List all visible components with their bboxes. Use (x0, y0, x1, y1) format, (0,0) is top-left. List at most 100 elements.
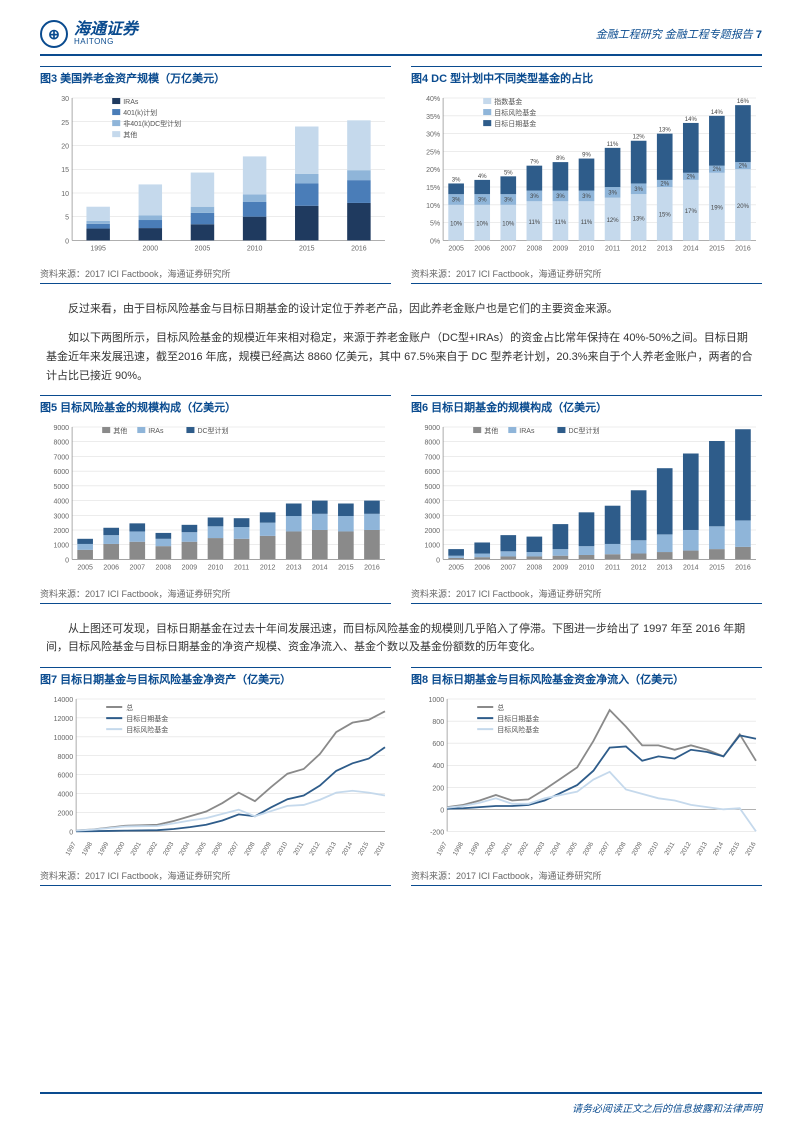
svg-text:11%: 11% (581, 220, 593, 226)
svg-text:1998: 1998 (81, 841, 94, 857)
svg-text:14%: 14% (685, 117, 698, 123)
svg-text:4000: 4000 (54, 499, 70, 506)
svg-text:2005: 2005 (195, 245, 211, 252)
svg-text:40%: 40% (426, 96, 440, 103)
svg-text:0%: 0% (430, 238, 440, 245)
svg-text:3%: 3% (452, 197, 461, 203)
svg-text:2000: 2000 (113, 841, 126, 857)
svg-text:1000: 1000 (54, 543, 70, 550)
svg-text:13%: 13% (659, 128, 672, 134)
paragraph-3: 从上图还可发现，目标日期基金在过去十年间发展迅速，而目标风险基金的规模则几乎陷入… (40, 620, 762, 657)
svg-text:2008: 2008 (243, 841, 256, 857)
header-right: 金融工程研究 金融工程专题报告 7 (596, 26, 762, 42)
svg-text:2009: 2009 (553, 565, 569, 572)
svg-text:7%: 7% (530, 160, 539, 166)
svg-text:3%: 3% (530, 194, 539, 200)
fig5-title: 图5 目标风险基金的规模构成（亿美元） (40, 395, 391, 415)
svg-text:2011: 2011 (605, 565, 620, 572)
svg-text:0: 0 (436, 558, 440, 565)
svg-text:2011: 2011 (292, 841, 305, 857)
svg-text:目标日期基金: 目标日期基金 (126, 714, 168, 723)
svg-text:2011: 2011 (663, 841, 676, 857)
svg-text:9000: 9000 (425, 425, 441, 432)
svg-text:2006: 2006 (474, 245, 490, 252)
svg-text:2007: 2007 (598, 841, 611, 857)
svg-text:8000: 8000 (54, 440, 70, 447)
fig5-chart: 0100020003000400050006000700080009000200… (40, 419, 391, 579)
svg-text:8%: 8% (556, 156, 565, 162)
svg-text:2012: 2012 (631, 245, 647, 252)
svg-text:800: 800 (432, 719, 444, 726)
svg-text:15%: 15% (426, 185, 440, 192)
fig8-source: 资料来源：2017 ICI Factbook，海通证券研究所 (411, 867, 762, 886)
svg-text:2007: 2007 (129, 565, 145, 572)
svg-text:7000: 7000 (425, 455, 441, 462)
paragraph-2: 如以下两图所示，目标风险基金的规模近年来相对稳定，来源于养老金账户（DC型+IR… (40, 329, 762, 385)
svg-text:0: 0 (65, 558, 69, 565)
svg-text:2011: 2011 (234, 565, 249, 572)
svg-text:其他: 其他 (113, 426, 127, 435)
paragraph-1: 反过来看，由于目标风险基金与目标日期基金的设计定位于养老产品，因此养老金账户也是… (40, 300, 762, 319)
svg-text:2014: 2014 (312, 565, 328, 572)
svg-text:6000: 6000 (58, 773, 74, 780)
svg-text:2005: 2005 (195, 841, 208, 857)
svg-text:2005: 2005 (77, 565, 93, 572)
svg-text:2003: 2003 (533, 841, 546, 857)
svg-text:10%: 10% (476, 222, 489, 228)
svg-text:目标日期基金: 目标日期基金 (497, 714, 539, 723)
svg-text:2006: 2006 (582, 841, 595, 857)
svg-text:17%: 17% (685, 209, 698, 215)
svg-text:15%: 15% (659, 213, 672, 219)
svg-text:25%: 25% (426, 149, 440, 156)
fig8-chart: -200020040060080010001997199819992000200… (411, 691, 762, 861)
svg-text:1997: 1997 (65, 841, 78, 857)
svg-text:2000: 2000 (143, 245, 159, 252)
svg-text:2016: 2016 (735, 565, 751, 572)
svg-text:15: 15 (61, 167, 69, 174)
svg-text:2013: 2013 (696, 841, 709, 857)
page-header: ⊕ 海通证券 HAITONG 金融工程研究 金融工程专题报告 7 (40, 20, 762, 56)
svg-text:2010: 2010 (276, 841, 289, 857)
svg-text:5000: 5000 (425, 484, 441, 491)
svg-text:1998: 1998 (452, 841, 465, 857)
svg-text:4000: 4000 (58, 792, 74, 799)
fig4-chart: 0%5%10%15%20%25%30%35%40%10%3%3%200510%3… (411, 90, 762, 260)
svg-text:IRAs: IRAs (519, 428, 535, 435)
svg-text:非401(k)DC型计划: 非401(k)DC型计划 (123, 119, 181, 128)
fig7-chart: 0200040006000800010000120001400019971998… (40, 691, 391, 861)
svg-text:2012: 2012 (308, 841, 321, 857)
svg-text:目标风险基金: 目标风险基金 (126, 725, 168, 734)
svg-text:IRAs: IRAs (148, 428, 164, 435)
svg-text:2009: 2009 (631, 841, 644, 857)
svg-text:14%: 14% (711, 110, 724, 116)
svg-text:4%: 4% (478, 174, 487, 180)
svg-text:8000: 8000 (425, 440, 441, 447)
svg-text:2010: 2010 (247, 245, 263, 252)
logo-icon: ⊕ (40, 20, 68, 48)
svg-text:3%: 3% (556, 194, 565, 200)
svg-text:2012: 2012 (260, 565, 276, 572)
fig6-source: 资料来源：2017 ICI Factbook，海通证券研究所 (411, 585, 762, 604)
svg-text:指数基金: 指数基金 (494, 97, 522, 106)
svg-text:2013: 2013 (657, 245, 673, 252)
svg-text:12%: 12% (633, 135, 646, 141)
svg-text:-200: -200 (430, 829, 444, 836)
svg-text:600: 600 (432, 741, 444, 748)
svg-text:2015: 2015 (299, 245, 315, 252)
fig6-title: 图6 目标日期基金的规模构成（亿美元） (411, 395, 762, 415)
svg-text:2010: 2010 (647, 841, 660, 857)
svg-text:2014: 2014 (683, 565, 699, 572)
svg-text:3%: 3% (504, 197, 513, 203)
svg-text:6000: 6000 (54, 469, 70, 476)
svg-text:2005: 2005 (448, 565, 464, 572)
svg-text:2006: 2006 (474, 565, 490, 572)
svg-text:2016: 2016 (351, 245, 367, 252)
fig4-source: 资料来源：2017 ICI Factbook，海通证券研究所 (411, 265, 762, 284)
svg-text:10%: 10% (450, 222, 463, 228)
svg-text:2004: 2004 (178, 841, 191, 857)
svg-text:2000: 2000 (484, 841, 497, 857)
svg-text:20: 20 (61, 143, 69, 150)
svg-text:2009: 2009 (553, 245, 569, 252)
svg-text:1000: 1000 (425, 543, 441, 550)
svg-text:2007: 2007 (500, 245, 516, 252)
